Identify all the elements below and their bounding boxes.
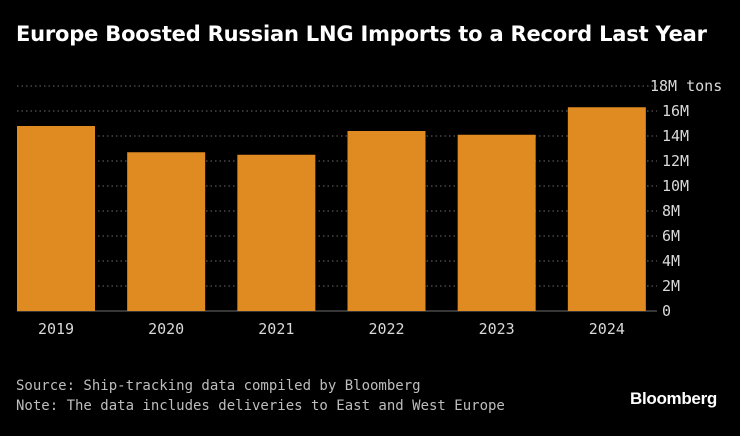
x-tick-label: 2020: [148, 320, 184, 338]
data-note: Note: The data includes deliveries to Ea…: [16, 398, 505, 414]
chart-title: Europe Boosted Russian LNG Imports to a …: [16, 22, 707, 46]
y-tick-label: 14M: [662, 127, 689, 145]
y-tick-label: 12M: [662, 152, 689, 170]
x-tick-label: 2019: [38, 320, 74, 338]
bar-2021: [237, 154, 316, 311]
gridlines: [17, 85, 657, 312]
bar-2023: [457, 134, 536, 311]
x-tick-label: 2022: [368, 320, 404, 338]
chart-footer: Source: Ship-tracking data compiled by B…: [16, 376, 505, 416]
bars: [17, 107, 646, 311]
y-tick-label: 10M: [662, 177, 689, 195]
y-axis-ticks: 0 2M 4M 6M 8M 10M 12M 14M 16M 18M tons: [650, 77, 722, 320]
y-tick-label: 6M: [662, 227, 680, 245]
y-tick-label: 18M tons: [650, 77, 722, 95]
y-tick-label: 0: [662, 302, 671, 320]
bar-2019: [17, 126, 95, 311]
y-tick-label: 8M: [662, 202, 680, 220]
bar-2020: [127, 152, 206, 311]
x-tick-label: 2024: [589, 320, 625, 338]
y-tick-label: 2M: [662, 277, 680, 295]
x-tick-label: 2021: [258, 320, 294, 338]
x-tick-label: 2023: [479, 320, 515, 338]
x-axis-ticks: 2019 2020 2021 2022 2023 2024: [38, 320, 625, 338]
bar-2022: [347, 131, 426, 311]
bar-2024: [567, 107, 646, 311]
bloomberg-logo: Bloomberg: [629, 389, 717, 408]
source-note: Source: Ship-tracking data compiled by B…: [16, 378, 421, 394]
y-tick-label: 4M: [662, 252, 680, 270]
y-tick-label: 16M: [662, 102, 689, 120]
